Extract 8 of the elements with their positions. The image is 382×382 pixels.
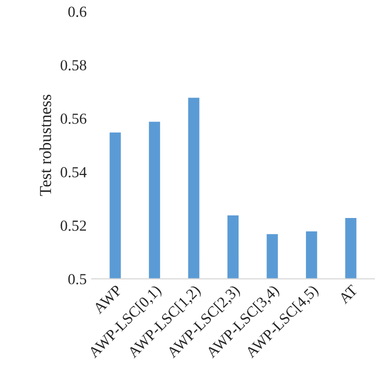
y-tick-label: 0.52 bbox=[60, 220, 86, 231]
y-tick-label: 0.58 bbox=[60, 60, 86, 70]
x-tick-label: AT bbox=[338, 284, 358, 304]
y-tick-label: 0.56 bbox=[60, 114, 86, 124]
y-tick-label: 0.5 bbox=[68, 274, 86, 284]
y-tick-label: 0.6 bbox=[68, 6, 86, 17]
y-axis-title: Test robustness bbox=[39, 94, 52, 196]
y-tick-label: 0.54 bbox=[60, 167, 87, 178]
